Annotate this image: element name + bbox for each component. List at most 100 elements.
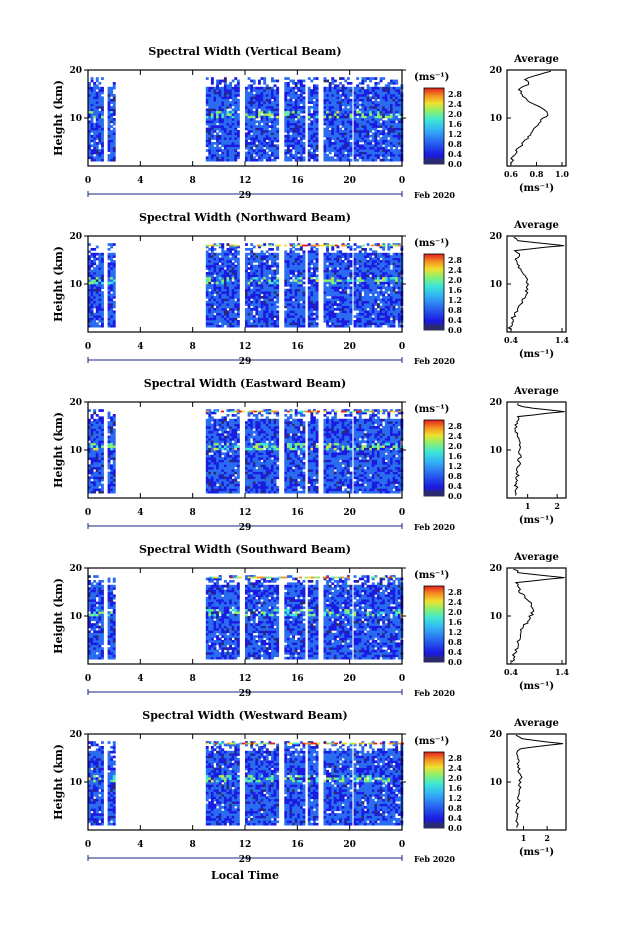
heatmap-cell [315,288,319,292]
heatmap-cell [299,86,303,90]
heatmap-cell [229,291,232,294]
heatmap-cell [353,113,357,116]
heatmap-cell [331,281,335,285]
heatmap-cell [255,303,259,306]
heatmap-cell [265,130,269,133]
heatmap-cell [258,137,261,140]
heatmap-cell [284,317,288,321]
heatmap-cell [234,296,238,299]
heatmap-cell [366,125,370,128]
heatmap-cell [252,89,256,92]
heatmap-cell [358,286,362,290]
heatmap-cell [110,91,114,95]
heatmap-cell [250,158,254,162]
heatmap-cell [90,481,94,484]
heatmap-cell [226,298,230,302]
heatmap-cell [353,125,357,128]
heatmap-cell [307,305,311,309]
heatmap-cell [208,260,212,263]
heatmap-cell [289,139,293,143]
heatmap-cell [245,101,248,104]
heatmap-cell [234,291,238,294]
heatmap-cell [95,257,99,261]
heatmap-cell [336,86,340,90]
heatmap-cell [245,310,248,314]
heatmap-cell [384,132,388,136]
heatmap-cell [313,255,316,258]
heatmap-cell [374,144,378,148]
heatmap-cell [263,113,267,116]
heatmap-cell [397,139,401,143]
heatmap-cell [392,298,396,302]
heatmap-cell [390,127,393,131]
heatmap-cell [374,315,378,318]
heatmap-cell [90,440,94,444]
heatmap-cell [384,274,388,278]
heatmap-cell [349,98,353,102]
heatmap-cell [331,134,335,138]
heatmap-cell [328,279,332,282]
heatmap-cell [307,115,311,119]
heatmap-cell [210,269,214,273]
heatmap-cell [310,257,314,261]
heatmap-cell [333,151,337,155]
heatmap-cell [374,310,378,314]
upper-layer-cell [346,244,350,247]
heatmap-cell [382,137,386,140]
heatmap-cell [95,101,99,104]
heatmap-cell [390,269,393,273]
heatmap-cell [226,286,230,290]
heatmap-cell [112,134,116,138]
heatmap-cell [216,156,219,160]
heatmap-cell [313,139,316,143]
heatmap-cell [98,478,102,482]
heatmap-cell [112,118,116,121]
heatmap-cell [299,284,303,287]
heatmap-cell [271,122,274,126]
heatmap-cell [90,248,94,251]
heatmap-cell [260,269,264,273]
heatmap-cell [88,483,91,487]
heatmap-cell [231,303,235,306]
heatmap-cell [339,149,342,152]
heatmap-cell [208,94,212,97]
heatmap-cell [90,438,94,441]
heatmap-cell [213,142,217,145]
heatmap-cell [294,113,298,116]
heatmap-cell [286,82,290,85]
heatmap-cell [107,86,111,90]
heatmap-cell [344,120,348,124]
heatmap-cell [395,293,399,297]
heatmap-cell [205,137,209,140]
heatmap-cell [98,106,102,109]
heatmap-cell [349,262,353,266]
heatmap-cell [258,284,261,287]
heatmap-cell [387,315,391,318]
heatmap-cell [395,91,399,95]
heatmap-cell [390,156,393,160]
heatmap-cell [93,82,97,85]
heatmap-cell [107,305,111,309]
heatmap-cell [349,113,353,116]
heatmap-cell [93,418,97,422]
heatmap-cell [374,279,378,282]
heatmap-cell [90,130,94,133]
heatmap-cell [95,478,99,482]
heatmap-cell [328,276,332,280]
heatmap-cell [294,106,298,109]
heatmap-cell [226,322,230,326]
heatmap-cell [223,132,227,136]
heatmap-cell [210,291,214,294]
heatmap-cell [344,132,348,136]
panel-title: Spectral Width (Northward Beam) [139,211,351,224]
heatmap-cell [98,296,102,299]
heatmap-cell [366,293,370,297]
heatmap-cell [112,303,116,306]
heatmap-cell [255,308,259,311]
heatmap-cell [379,113,383,116]
heatmap-cell [310,134,314,138]
heatmap-cell [223,154,227,157]
heatmap-cell [326,79,329,83]
heatmap-cell [226,149,230,152]
heatmap-cell [353,324,357,328]
